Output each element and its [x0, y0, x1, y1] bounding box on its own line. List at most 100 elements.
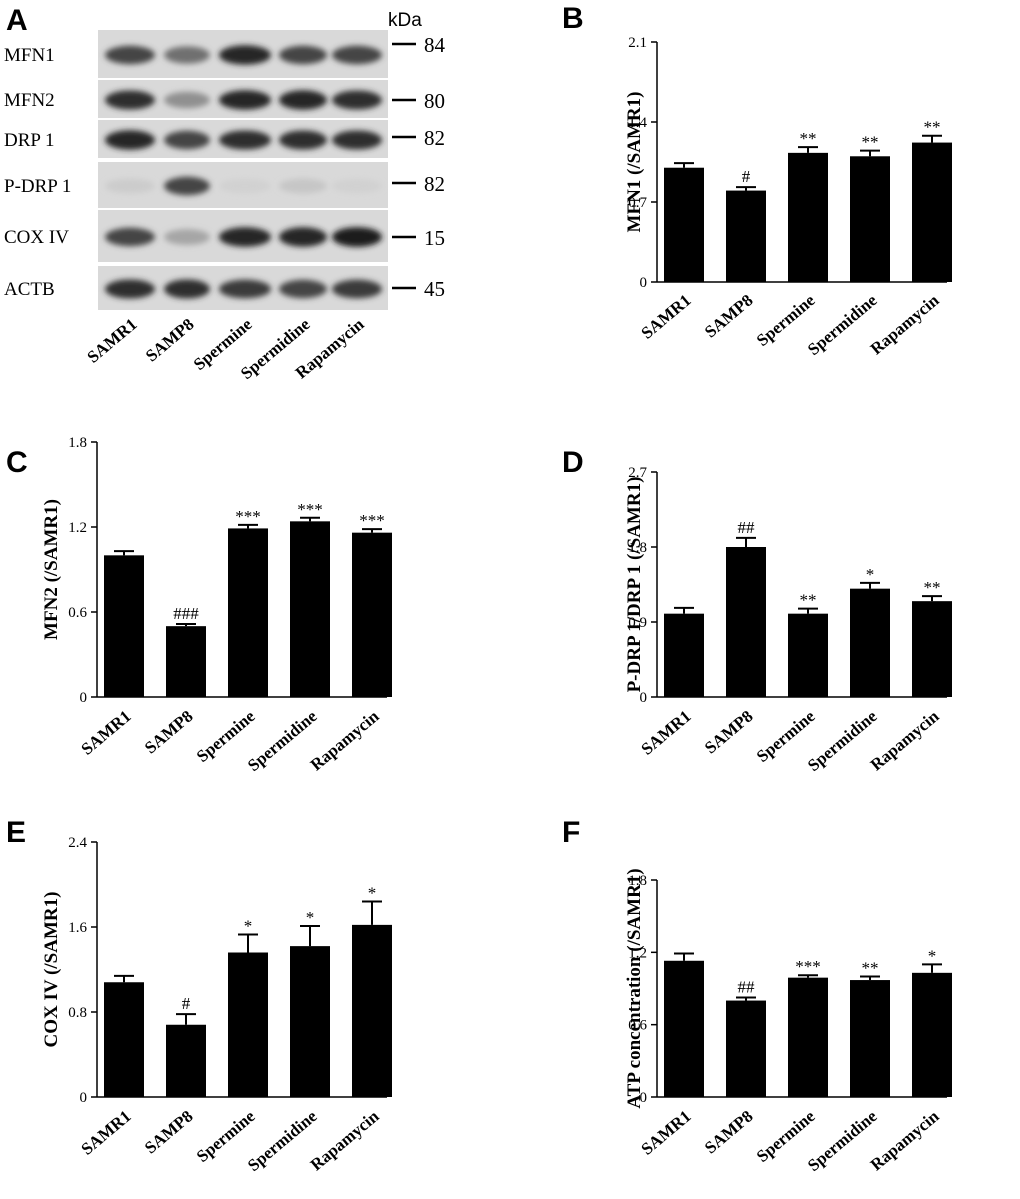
bar — [788, 977, 828, 1097]
x-category-label: SAMP8 — [701, 1107, 757, 1158]
blot-band — [332, 130, 382, 150]
bar — [104, 982, 144, 1097]
bar — [290, 946, 330, 1097]
significance-label: ** — [924, 118, 941, 137]
x-category-label: SAMP8 — [141, 1107, 197, 1158]
panel-letter-a: A — [6, 4, 28, 37]
blot-band — [164, 130, 210, 150]
bar — [788, 613, 828, 697]
kda-marker-value: 82 — [424, 172, 445, 196]
x-category-label: SAMP8 — [141, 707, 197, 758]
bar — [726, 547, 766, 697]
x-category-label: SAMR1 — [637, 1107, 694, 1159]
panel-letter: C — [6, 446, 28, 479]
bar — [228, 528, 268, 697]
blot-row-label: COX IV — [4, 227, 69, 248]
blot-band — [164, 229, 210, 245]
panel-letter: F — [562, 816, 580, 849]
bar — [352, 532, 392, 697]
chart-panel-c: C 0 0.6 1.2 1.8 MFN2 (/SAMR1) SAMR1 ### SAMP8 ***… — [6, 435, 392, 775]
blot-band — [105, 178, 155, 194]
y-tick-label: 1.8 — [628, 540, 647, 556]
panel-letter: D — [562, 446, 584, 479]
y-tick-label: 1.2 — [68, 520, 87, 536]
kda-marker-value: 45 — [424, 277, 445, 301]
blot-row-label: MFN2 — [4, 90, 55, 111]
y-tick-label: 1.8 — [628, 873, 647, 889]
x-category-label: SAMR1 — [77, 1107, 134, 1159]
significance-label: ** — [862, 958, 879, 977]
significance-label: *** — [297, 500, 323, 519]
kda-marker-value: 84 — [424, 33, 446, 57]
x-category-label: Rapamycin — [307, 706, 383, 774]
chart-panel-e: E 0 0.8 1.6 2.4 COX IV (/SAMR1) SAMR1 # SAMP8 * Sp… — [6, 816, 392, 1175]
x-category-label: Rapamycin — [867, 706, 943, 774]
significance-label: * — [866, 565, 875, 584]
blot-band — [279, 130, 327, 150]
blot-band — [279, 178, 327, 194]
kda-header: kDa — [388, 10, 422, 31]
blot-band — [105, 130, 155, 150]
significance-label: *** — [235, 507, 261, 526]
y-axis-label: MFN2 (/SAMR1) — [41, 499, 62, 640]
x-category-label: Spermidine — [804, 706, 881, 775]
significance-label: *** — [359, 511, 385, 530]
x-category-label: SAMR1 — [637, 291, 694, 343]
bar — [912, 972, 952, 1097]
significance-label: *** — [795, 957, 821, 976]
blot-band — [332, 178, 382, 194]
panel-letter: E — [6, 816, 26, 849]
y-tick-label: 2.7 — [628, 465, 647, 481]
kda-marker-value: 80 — [424, 89, 445, 113]
y-tick-label: 0 — [640, 1090, 648, 1106]
y-tick-label: 0.9 — [628, 615, 647, 631]
bar — [166, 626, 206, 697]
bar — [290, 521, 330, 697]
significance-label: ** — [800, 591, 817, 610]
panel-letter: B — [562, 2, 584, 35]
blot-band — [219, 227, 271, 247]
blot-row-label: ACTB — [4, 279, 55, 300]
y-tick-label: 0.7 — [628, 195, 647, 211]
bar — [664, 960, 704, 1097]
bar — [726, 190, 766, 282]
blot-band — [332, 227, 382, 247]
significance-label: ** — [862, 133, 879, 152]
x-category-label: SAMR1 — [77, 707, 134, 759]
chart-panel-b: B 0 0.7 1.4 2.1 MFN1 (/SAMR1) SAMR1 # SAMP8 ** Spe… — [562, 2, 952, 359]
y-tick-label: 0 — [80, 690, 88, 706]
x-category-label: Rapamycin — [867, 1106, 943, 1174]
blot-band — [279, 90, 327, 110]
x-category-label: Spermidine — [244, 1106, 321, 1175]
blot-band — [219, 45, 271, 65]
blot-band — [219, 178, 271, 194]
significance-label: # — [742, 167, 751, 186]
x-category-label: SAMP8 — [701, 291, 757, 342]
bar — [912, 142, 952, 282]
blot-lane-label: SAMP8 — [142, 315, 198, 366]
blot-band — [219, 130, 271, 150]
significance-label: * — [306, 908, 315, 927]
blot-band — [219, 90, 271, 110]
x-category-label: SAMP8 — [701, 707, 757, 758]
bar — [166, 1024, 206, 1097]
y-axis-label: COX IV (/SAMR1) — [41, 892, 62, 1048]
bar — [228, 952, 268, 1097]
significance-label: * — [928, 946, 937, 965]
y-tick-label: 0.6 — [68, 605, 87, 621]
y-tick-label: 1.6 — [68, 920, 87, 936]
blot-band — [332, 90, 382, 110]
x-category-label: Rapamycin — [867, 290, 943, 358]
y-tick-label: 1.2 — [628, 945, 647, 961]
y-tick-label: 1.4 — [628, 115, 647, 131]
x-category-label: Spermidine — [804, 1106, 881, 1175]
significance-label: ## — [738, 978, 756, 997]
blot-band — [332, 45, 382, 65]
blot-band — [279, 227, 327, 247]
blot-band — [164, 176, 210, 196]
y-tick-label: 0.8 — [68, 1005, 87, 1021]
y-tick-label: 0.6 — [628, 1018, 647, 1034]
blot-band — [164, 46, 210, 64]
